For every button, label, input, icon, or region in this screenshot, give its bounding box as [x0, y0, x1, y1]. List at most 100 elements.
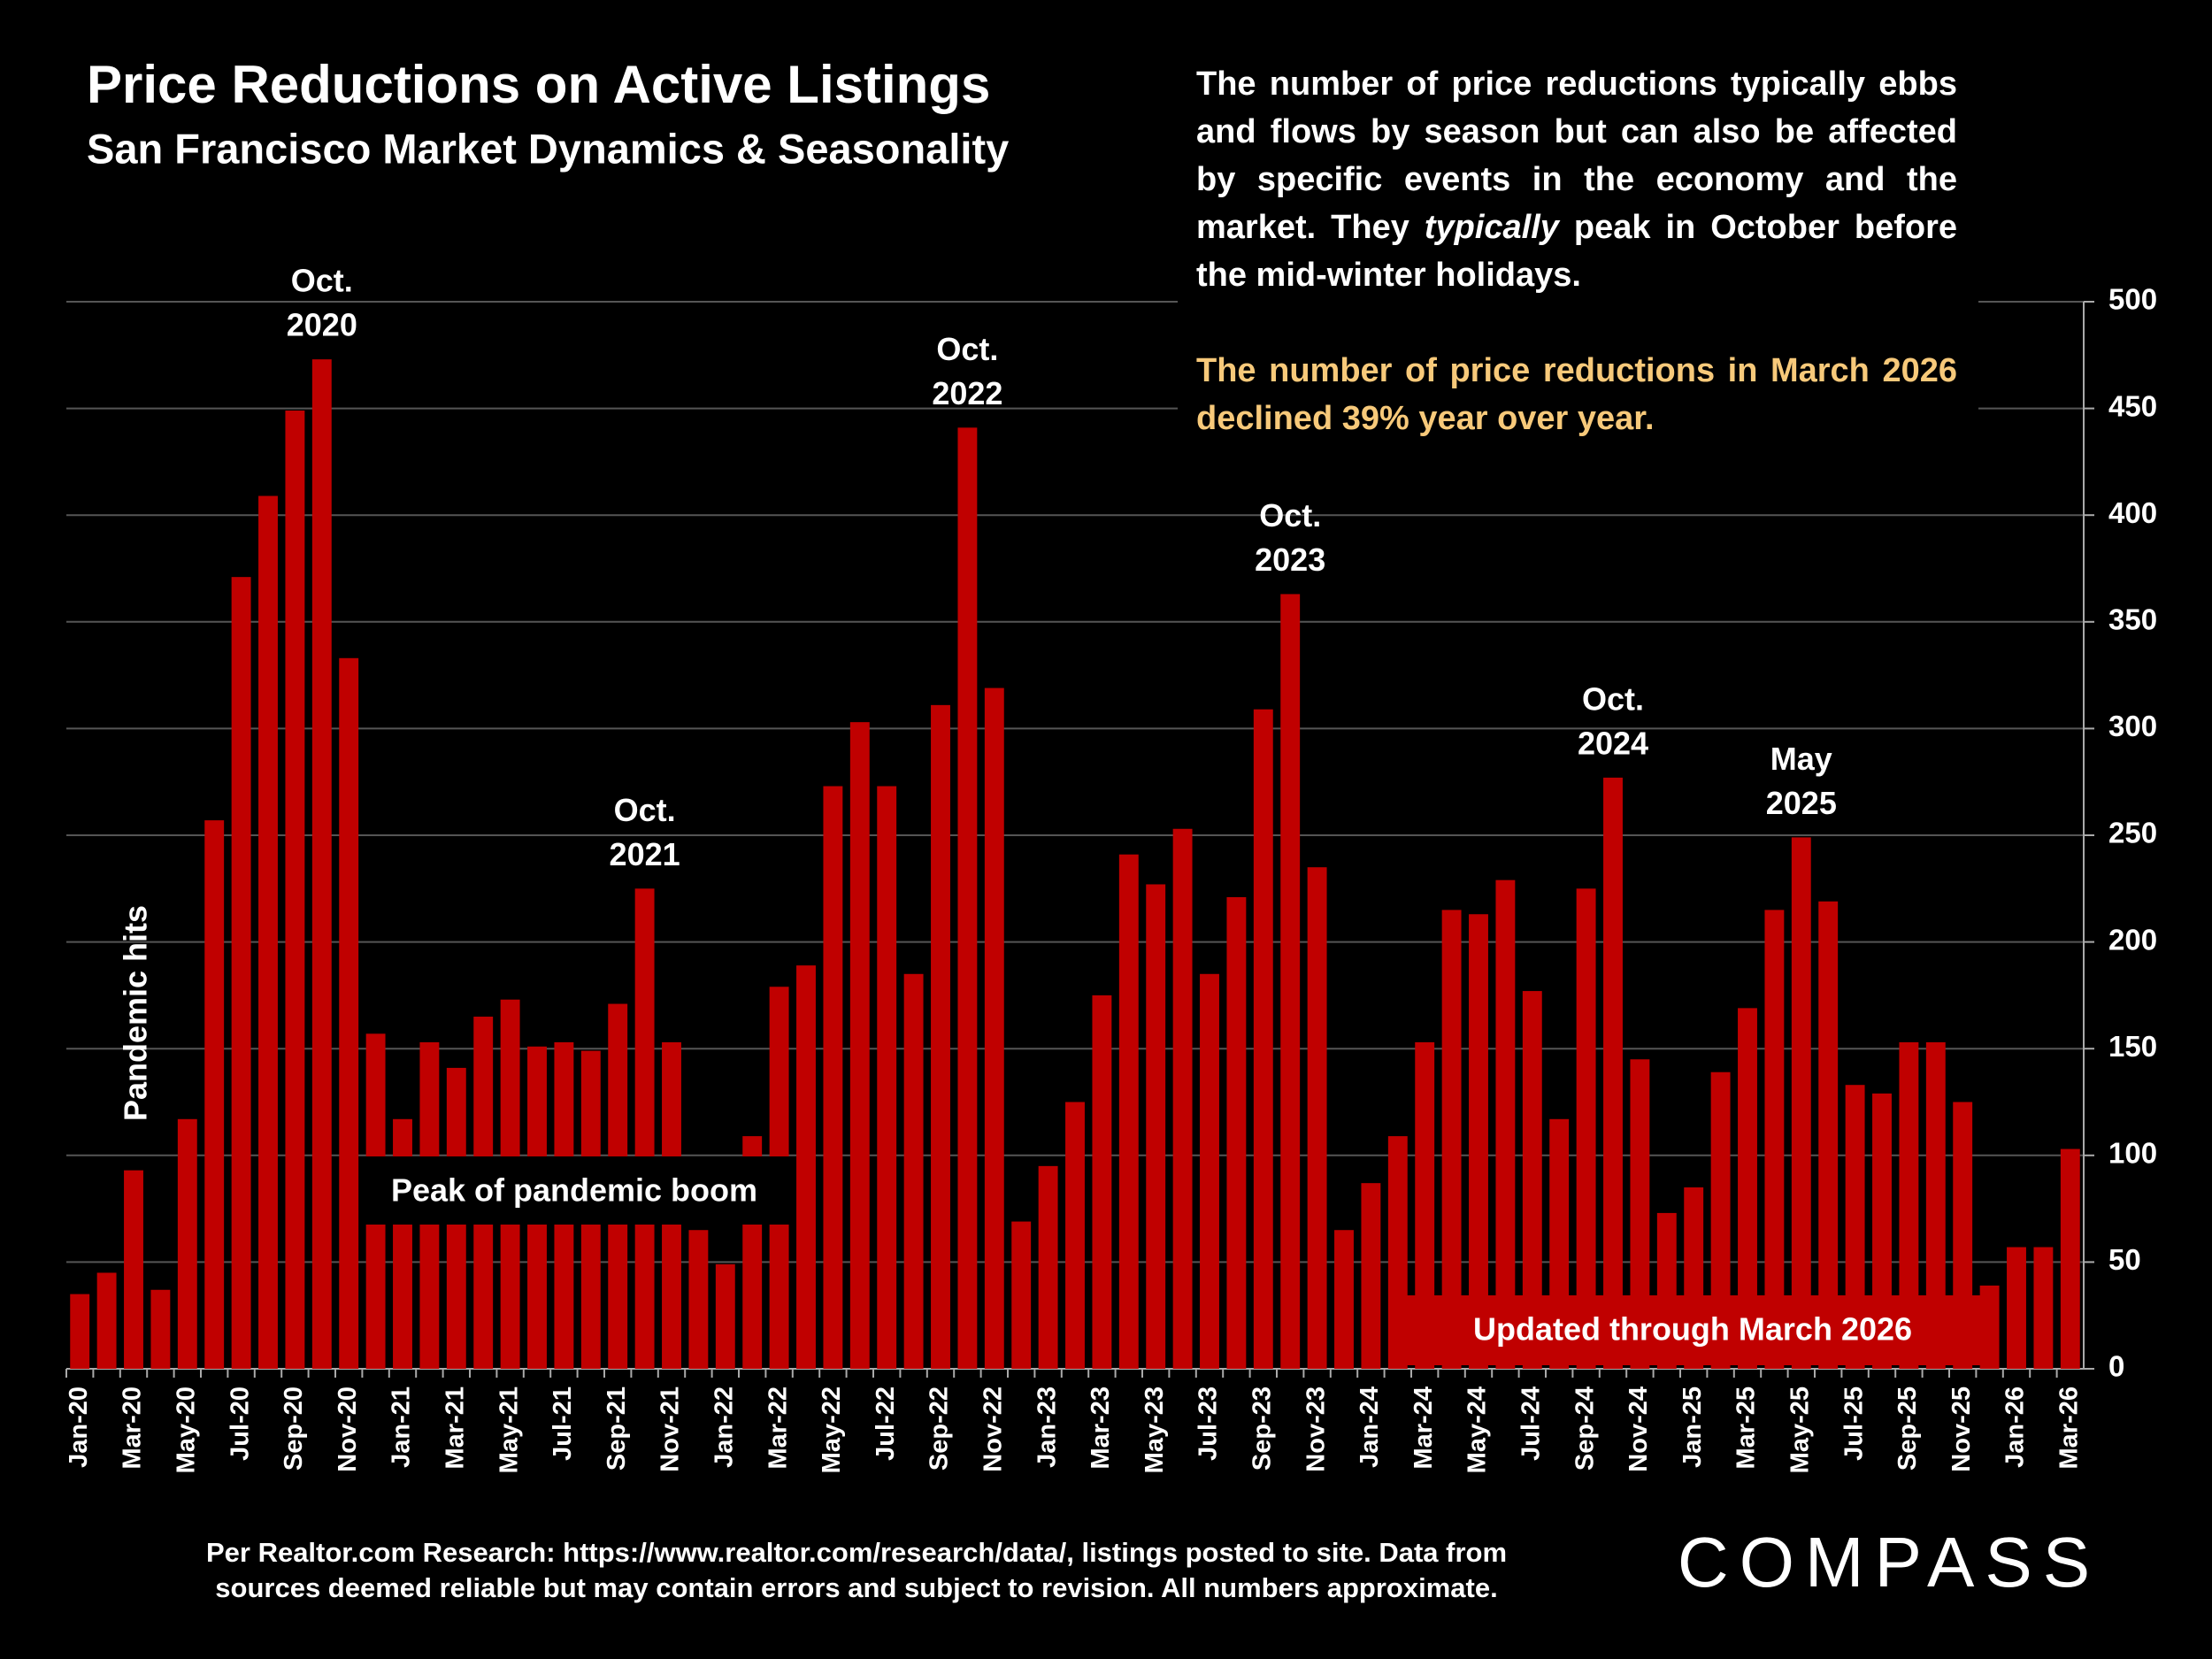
bar	[1065, 1102, 1085, 1369]
bar	[1011, 1221, 1032, 1369]
y-tick-label: 0	[2108, 1350, 2124, 1383]
bar	[1200, 973, 1219, 1369]
bar	[1415, 1041, 1435, 1369]
annotation: 2025	[1766, 785, 1837, 821]
y-tick-label: 200	[2108, 923, 2157, 956]
bar	[1818, 901, 1839, 1369]
bar	[1146, 884, 1166, 1369]
bar	[1361, 1183, 1381, 1369]
source: Per Realtor.com Research: https://www.re…	[206, 1537, 1507, 1568]
bar	[96, 1272, 117, 1369]
x-tick-label: Mar-22	[764, 1386, 792, 1470]
highlight: The number of price reductions in March …	[1196, 352, 1957, 437]
bar	[1469, 914, 1488, 1369]
x-tick-label: Jul-23	[1194, 1386, 1223, 1461]
bar	[984, 687, 1004, 1369]
bar	[1522, 991, 1542, 1369]
bar	[285, 411, 305, 1370]
bar	[1710, 1071, 1731, 1369]
logo: COMPASS	[1678, 1523, 2101, 1601]
bar	[796, 965, 816, 1369]
x-tick-label: Nov-25	[1947, 1386, 1976, 1472]
x-tick-label: May-24	[1463, 1386, 1492, 1473]
annotation: 2022	[932, 375, 1002, 411]
description-text: The number of price reductions typically…	[1196, 60, 1957, 299]
x-tick-label: Jan-22	[710, 1386, 738, 1468]
x-tick-label: Jan-25	[1678, 1386, 1707, 1468]
bar	[1899, 1041, 1919, 1369]
x-tick-label: Sep-23	[1248, 1386, 1276, 1471]
bar	[204, 820, 225, 1369]
bar	[177, 1118, 197, 1369]
x-tick-label: May-21	[495, 1386, 523, 1473]
x-tick-label: Sep-20	[280, 1386, 308, 1471]
bar	[1253, 709, 1273, 1369]
x-tick-label: Nov-20	[334, 1386, 362, 1472]
x-tick-label: May-20	[172, 1386, 200, 1473]
x-tick-label: May-22	[818, 1386, 846, 1473]
note: Peak of pandemic boom	[391, 1172, 757, 1209]
text-panel	[1178, 57, 1978, 455]
x-tick-label: Jul-24	[1517, 1386, 1545, 1461]
bar	[1630, 1059, 1650, 1369]
bar	[2060, 1148, 2080, 1369]
bar	[1038, 1165, 1058, 1369]
annotation: Oct.	[614, 792, 676, 828]
y-tick-label: 500	[2108, 283, 2157, 316]
note-box	[360, 1156, 790, 1225]
bar	[715, 1263, 735, 1369]
bar	[823, 786, 843, 1369]
x-tick-label: May-23	[1141, 1386, 1169, 1473]
bar	[258, 495, 278, 1369]
bar	[688, 1230, 709, 1369]
y-tick-label: 350	[2108, 603, 2157, 636]
bar	[1280, 594, 1301, 1369]
x-tick-label: Nov-24	[1624, 1386, 1653, 1472]
description-part: The number of price reductions typically…	[1196, 65, 1957, 246]
bar	[1576, 888, 1596, 1369]
bar	[231, 577, 251, 1369]
bar	[2033, 1247, 2054, 1369]
x-tick-label: Nov-21	[657, 1386, 685, 1472]
chart-subtitle: San Francisco Market Dynamics & Seasonal…	[87, 125, 1009, 172]
annotation: 2020	[287, 307, 357, 343]
y-tick-label: 400	[2108, 496, 2157, 529]
x-tick-label: Jan-21	[388, 1386, 416, 1468]
x-tick-label: Jul-22	[872, 1386, 900, 1461]
y-tick-label: 150	[2108, 1030, 2157, 1063]
x-tick-label: Jan-26	[2001, 1386, 2030, 1468]
bar	[311, 359, 332, 1369]
bar	[1495, 879, 1516, 1369]
x-tick-label: Jan-24	[1356, 1386, 1384, 1468]
x-tick-label: Mar-26	[2055, 1386, 2083, 1470]
bar	[2007, 1247, 2026, 1369]
x-tick-label: Mar-23	[1087, 1386, 1115, 1470]
y-tick-label: 250	[2108, 817, 2157, 849]
chart-title: Price Reductions on Active Listings	[87, 55, 990, 114]
bar	[1925, 1041, 1946, 1369]
bar	[1172, 828, 1193, 1369]
bar	[1118, 854, 1139, 1369]
x-tick-label: Jul-25	[1839, 1386, 1868, 1461]
bar	[1307, 867, 1327, 1369]
x-tick-label: Mar-24	[1409, 1386, 1438, 1470]
x-tick-label: Mar-20	[119, 1386, 147, 1470]
bar	[634, 888, 655, 1369]
description-part: typically	[1424, 209, 1559, 246]
bar	[931, 704, 950, 1369]
bar	[1603, 777, 1623, 1369]
bar	[1092, 995, 1112, 1369]
x-tick-label: Sep-21	[603, 1386, 631, 1471]
annotation: May	[1770, 741, 1832, 777]
annotation: Oct.	[291, 263, 353, 299]
bar	[339, 657, 359, 1369]
x-tick-label: Sep-24	[1571, 1386, 1599, 1471]
annotation: Oct.	[936, 331, 998, 367]
x-tick-label: Jul-21	[549, 1386, 577, 1461]
bar	[70, 1294, 90, 1369]
annotation: 2024	[1578, 725, 1648, 761]
bar	[124, 1170, 143, 1369]
bar	[1441, 910, 1462, 1369]
note-box	[1389, 1295, 1996, 1365]
